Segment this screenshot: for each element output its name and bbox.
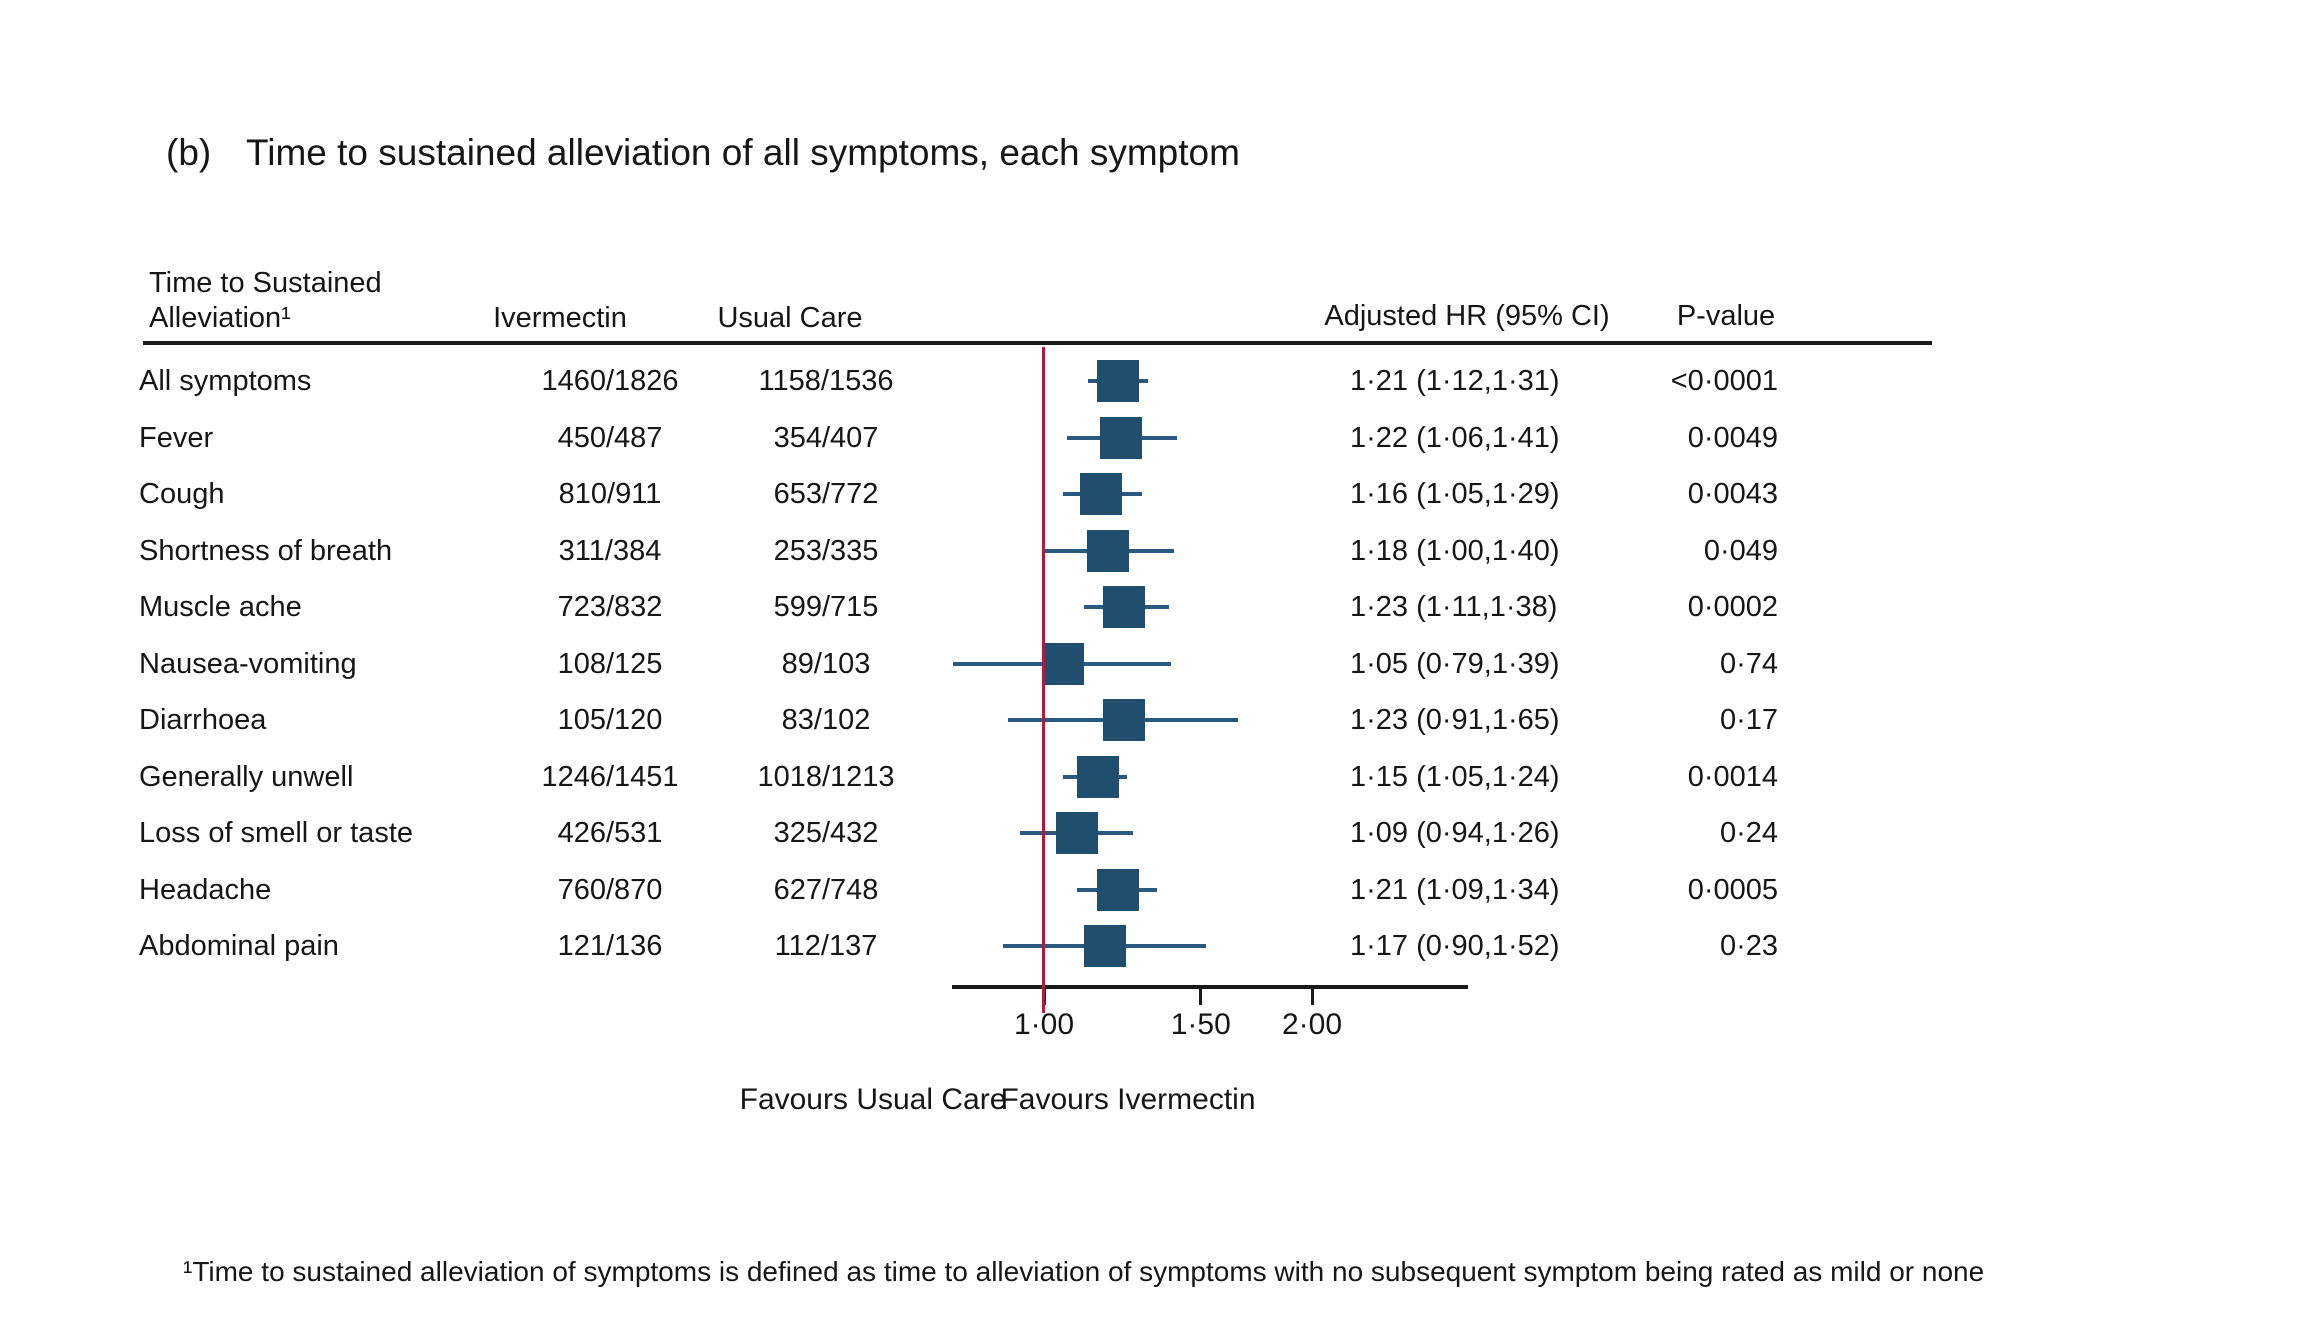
hr-ci-value: 1·21 (1·12,1·31) [1350, 365, 1560, 397]
ivermectin-count: 760/870 [557, 873, 663, 906]
ivermectin-count: 1460/1826 [541, 365, 679, 397]
p-value: <0·0001 [1670, 365, 1778, 397]
hr-point-marker [1077, 755, 1120, 798]
figure-title: Time to sustained alleviation of all sym… [246, 132, 1240, 173]
header-rule [143, 341, 1932, 345]
symptom-label: Muscle ache [139, 591, 302, 623]
hr-point-marker [1103, 586, 1146, 628]
column-header-outcome-line2: Alleviation¹ [149, 302, 291, 334]
ivermectin-count: 426/531 [557, 817, 663, 849]
column-header-usual-care: Usual Care [717, 302, 863, 334]
hr-ci-value: 1·22 (1·06,1·41) [1350, 421, 1560, 454]
p-value: 0·0049 [1687, 421, 1778, 454]
column-header-p-value: P-value [1676, 300, 1776, 332]
ivermectin-count: 105/120 [557, 704, 663, 736]
hr-ci-value: 1·05 (0·79,1·39) [1350, 647, 1560, 680]
symptom-label: Abdominal pain [139, 930, 339, 962]
footnote: ¹Time to sustained alleviation of sympto… [183, 1256, 1985, 1287]
x-axis-tick [1310, 989, 1314, 1005]
ivermectin-count: 1246/1451 [541, 760, 679, 793]
hr-ci-value: 1·21 (1·09,1·34) [1350, 873, 1560, 906]
symptom-label: Diarrhoea [139, 704, 267, 736]
column-header-adjusted-hr: Adjusted HR (95% CI) [1324, 300, 1610, 332]
usual-care-count: 653/772 [773, 478, 879, 510]
hr-ci-value: 1·23 (0·91,1·65) [1350, 704, 1560, 736]
hr-point-marker [1080, 473, 1123, 515]
symptom-label: Nausea-vomiting [139, 647, 357, 680]
p-value: 0·0005 [1687, 873, 1778, 906]
p-value: 0·0043 [1687, 478, 1778, 510]
symptom-label: Cough [139, 478, 225, 510]
favours-right-label: Favours Ivermectin [1000, 1083, 1256, 1116]
symptom-label: Loss of smell or taste [139, 817, 413, 849]
hr-point-marker [1099, 416, 1142, 459]
ivermectin-count: 450/487 [557, 421, 663, 454]
usual-care-count: 83/102 [781, 704, 871, 736]
favours-left-label: Favours Usual Care [739, 1083, 1007, 1116]
hr-ci-value: 1·17 (0·90,1·52) [1350, 930, 1560, 962]
p-value: 0·0002 [1687, 591, 1778, 623]
ivermectin-count: 810/911 [558, 478, 662, 510]
symptom-label: All symptoms [139, 365, 312, 397]
symptom-label: Generally unwell [139, 760, 354, 793]
ivermectin-count: 311/384 [558, 534, 662, 567]
hr-point-marker [1083, 925, 1126, 967]
usual-care-count: 89/103 [781, 647, 871, 680]
hr-point-marker [1086, 529, 1129, 572]
usual-care-count: 599/715 [773, 591, 879, 623]
symptom-label: Fever [139, 421, 214, 454]
hr-point-marker [1056, 812, 1099, 854]
ivermectin-count: 121/136 [557, 930, 663, 962]
reference-line [1042, 347, 1045, 1013]
hr-point-marker [1096, 868, 1139, 911]
usual-care-count: 112/137 [774, 930, 878, 962]
hr-ci-value: 1·15 (1·05,1·24) [1350, 760, 1560, 793]
p-value: 0·049 [1703, 534, 1778, 567]
usual-care-count: 1018/1213 [757, 760, 895, 793]
ivermectin-count: 723/832 [557, 591, 663, 623]
hr-point-marker [1103, 699, 1146, 741]
p-value: 0·23 [1719, 930, 1778, 962]
hr-ci-value: 1·18 (1·00,1·40) [1350, 534, 1560, 567]
hr-point-marker [1041, 642, 1084, 685]
x-axis-line [952, 985, 1468, 989]
x-axis-tick-label: 1·00 [1013, 1008, 1075, 1041]
x-axis-tick-label: 1·50 [1170, 1008, 1231, 1041]
usual-care-count: 354/407 [773, 421, 879, 454]
usual-care-count: 253/335 [773, 534, 879, 567]
column-header-outcome-line1: Time to Sustained [149, 267, 382, 299]
p-value: 0·24 [1719, 817, 1778, 849]
symptom-label: Shortness of breath [139, 534, 393, 567]
panel-label: (b) [166, 132, 212, 173]
x-axis-tick-label: 2·00 [1281, 1008, 1343, 1041]
hr-ci-value: 1·23 (1·11,1·38) [1350, 591, 1558, 623]
usual-care-count: 1158/1536 [758, 365, 894, 397]
p-value: 0·74 [1719, 647, 1778, 680]
p-value: 0·17 [1719, 704, 1778, 736]
hr-ci-value: 1·16 (1·05,1·29) [1350, 478, 1560, 510]
column-header-ivermectin: Ivermectin [493, 302, 627, 334]
ivermectin-count: 108/125 [557, 647, 663, 680]
usual-care-count: 627/748 [773, 873, 879, 906]
usual-care-count: 325/432 [773, 817, 879, 849]
p-value: 0·0014 [1687, 760, 1778, 793]
hr-point-marker [1096, 360, 1139, 402]
hr-ci-value: 1·09 (0·94,1·26) [1350, 817, 1560, 849]
symptom-label: Headache [139, 873, 272, 906]
x-axis-tick [1199, 989, 1203, 1005]
